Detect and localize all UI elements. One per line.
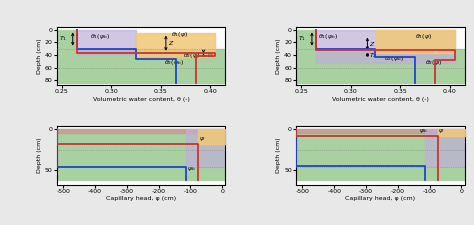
Text: $\theta_2(\psi_b)$: $\theta_2(\psi_b)$: [164, 58, 184, 68]
Y-axis label: Depth (cm): Depth (cm): [37, 38, 42, 74]
Text: $T_1$: $T_1$: [59, 34, 67, 43]
Text: $\theta_1(\psi)$: $\theta_1(\psi)$: [415, 32, 432, 41]
Text: $T_1$: $T_1$: [298, 34, 306, 43]
Text: $Z$: $Z$: [168, 39, 174, 47]
Text: $\psi_b$: $\psi_b$: [419, 127, 428, 135]
Text: $Z$: $Z$: [369, 40, 376, 48]
Text: $\theta_2(\psi_b)$: $\theta_2(\psi_b)$: [384, 54, 404, 63]
X-axis label: Volumetric water content, θ (-): Volumetric water content, θ (-): [332, 97, 429, 102]
X-axis label: Capillary head, φ (cm): Capillary head, φ (cm): [345, 196, 415, 201]
Text: $\theta_2(\psi)$: $\theta_2(\psi)$: [425, 58, 442, 68]
Text: $\psi$: $\psi$: [199, 135, 206, 143]
Y-axis label: Depth (cm): Depth (cm): [276, 137, 282, 173]
Text: $\psi_b$: $\psi_b$: [187, 165, 195, 173]
X-axis label: Volumetric water content, θ (-): Volumetric water content, θ (-): [92, 97, 190, 102]
Text: $\theta_1(\psi)$: $\theta_1(\psi)$: [171, 30, 188, 39]
Y-axis label: Depth (cm): Depth (cm): [37, 137, 42, 173]
Text: $\theta_1(\psi_b)$: $\theta_1(\psi_b)$: [90, 32, 109, 41]
Text: $\psi$: $\psi$: [438, 127, 445, 135]
X-axis label: Capillary head, φ (cm): Capillary head, φ (cm): [106, 196, 176, 201]
Text: $\theta_1(\psi_b)$: $\theta_1(\psi_b)$: [318, 32, 338, 41]
Text: $\theta_2(\psi)$: $\theta_2(\psi)$: [182, 52, 200, 61]
Y-axis label: Depth (cm): Depth (cm): [276, 38, 281, 74]
Text: $T_2$: $T_2$: [206, 51, 214, 60]
Text: $T_2$: $T_2$: [369, 51, 378, 60]
